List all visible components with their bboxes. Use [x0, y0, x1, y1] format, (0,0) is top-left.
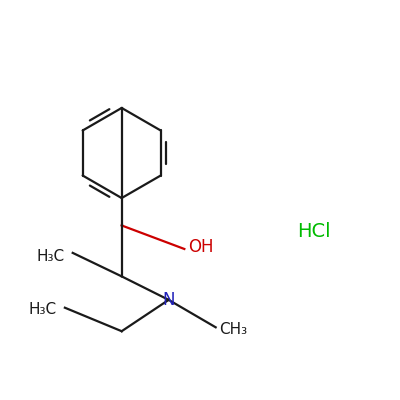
Text: N: N: [162, 291, 175, 309]
Text: H₃C: H₃C: [37, 249, 65, 264]
Text: H₃C: H₃C: [29, 302, 57, 317]
Text: CH₃: CH₃: [220, 322, 248, 337]
Text: HCl: HCl: [297, 222, 330, 241]
Text: OH: OH: [188, 238, 214, 256]
